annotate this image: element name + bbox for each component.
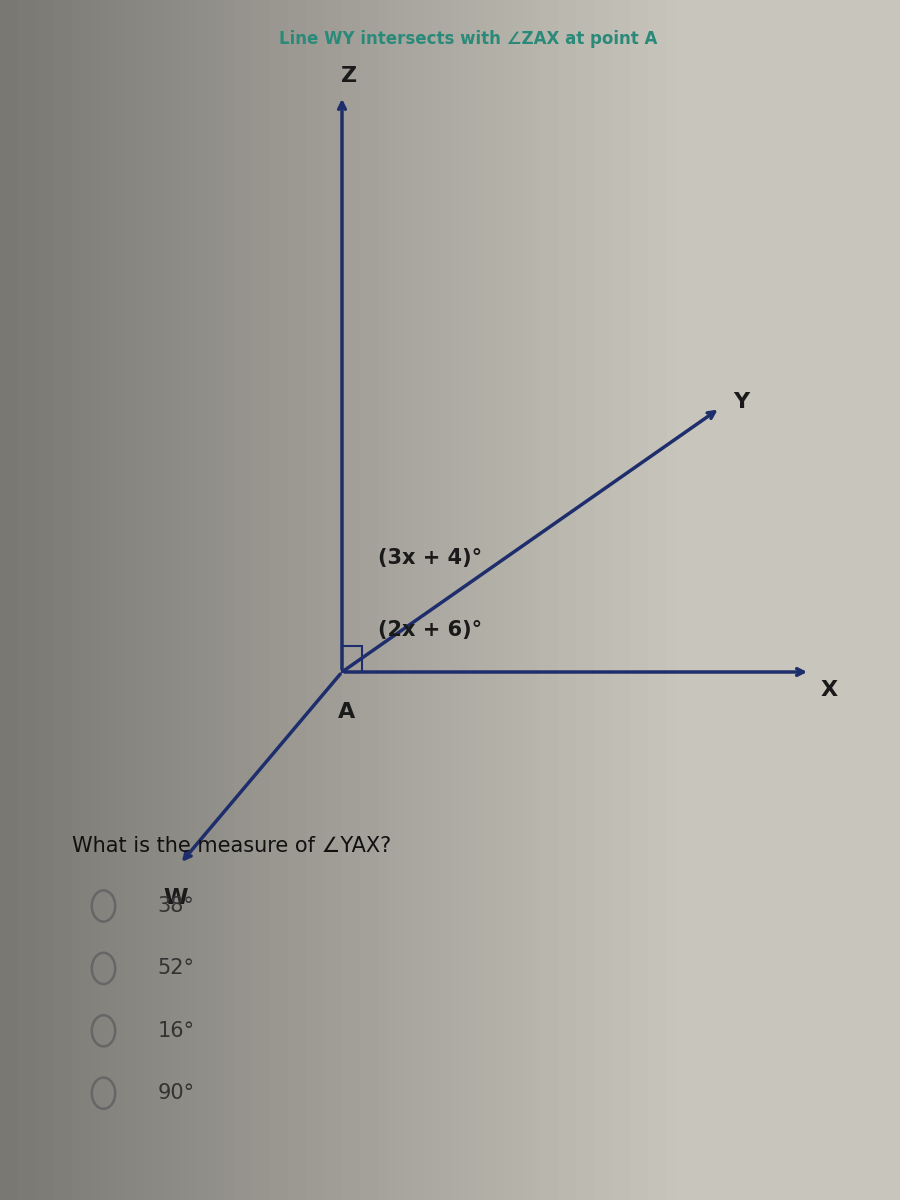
Text: 90°: 90° <box>158 1084 194 1103</box>
Text: 38°: 38° <box>158 896 194 916</box>
Text: A: A <box>338 702 356 722</box>
Text: W: W <box>163 888 188 908</box>
Text: Y: Y <box>734 392 750 412</box>
Text: (3x + 4)°: (3x + 4)° <box>378 548 482 568</box>
Text: 52°: 52° <box>158 959 194 978</box>
Text: (2x + 6)°: (2x + 6)° <box>378 620 482 640</box>
Text: 16°: 16° <box>158 1021 194 1040</box>
Text: Line WY intersects with ∠ZAX at point A: Line WY intersects with ∠ZAX at point A <box>279 30 657 48</box>
Text: X: X <box>821 680 838 700</box>
Text: What is the measure of ∠YAX?: What is the measure of ∠YAX? <box>72 836 392 856</box>
Text: Z: Z <box>341 66 357 86</box>
